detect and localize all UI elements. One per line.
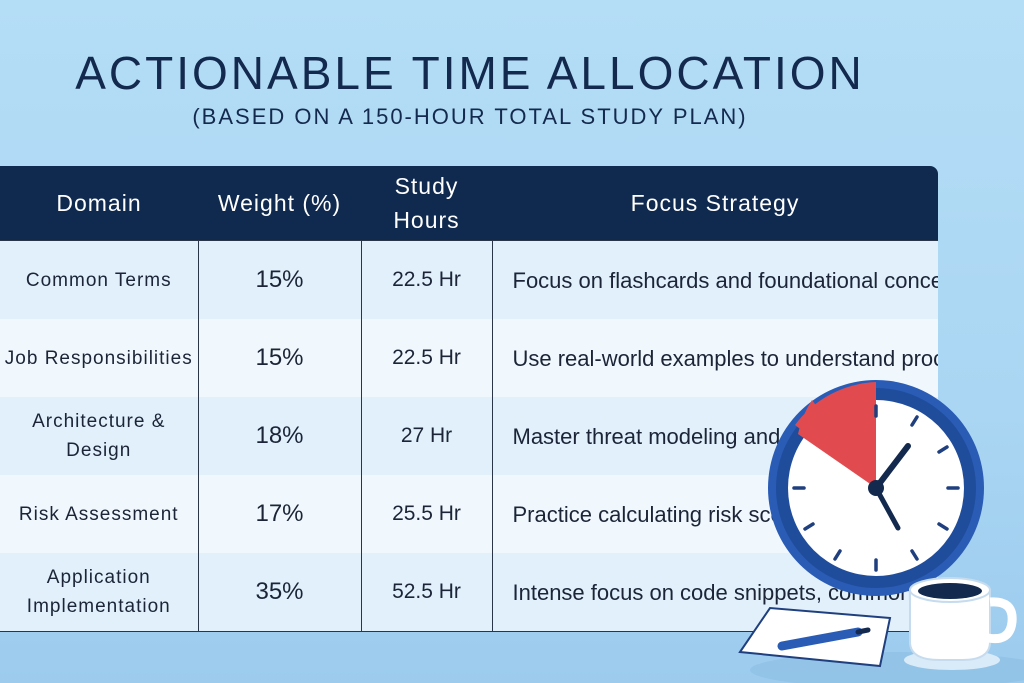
weight-cell: 35%	[198, 553, 362, 632]
column-header-domain: Domain	[0, 166, 198, 241]
focus-cell: Use real-world examples to understand pr…	[512, 345, 939, 371]
hours-cell: 22.5 Hr	[361, 240, 493, 319]
domain-cell: Risk Assessment	[0, 475, 199, 553]
domain-cell: Application Implementation	[0, 553, 199, 632]
weight-cell: 15%	[198, 319, 362, 397]
allocation-table-container: Domain Weight (%) Study Hours Focus Stra…	[0, 166, 938, 636]
column-header-focus: Focus Strategy	[492, 166, 938, 241]
page-subtitle: (BASED ON A 150-HOUR TOTAL STUDY PLAN)	[192, 104, 748, 129]
domain-cell: Architecture & Design	[0, 397, 199, 475]
domain-cell: Job Responsibilities	[0, 319, 199, 397]
pen-icon	[777, 627, 871, 651]
allocation-table: Domain Weight (%) Study Hours Focus Stra…	[0, 166, 938, 632]
table-header-row: Domain Weight (%) Study Hours Focus Stra…	[0, 166, 938, 241]
weight-cell: 17%	[198, 475, 362, 553]
weight-cell: 15%	[198, 240, 362, 319]
focus-cell: Focus on flashcards and foundational con…	[492, 240, 938, 319]
domain-cell: Common Terms	[0, 240, 199, 319]
clock-icon	[768, 380, 984, 596]
table-row: Job Responsibilities 15% 22.5 Hr Use rea…	[0, 319, 938, 397]
column-header-weight: Weight (%)	[198, 166, 361, 241]
clock-illustration	[738, 380, 1024, 683]
hours-cell: 52.5 Hr	[361, 553, 493, 632]
hours-cell: 22.5 Hr	[361, 319, 493, 397]
column-header-hours: Study Hours	[361, 166, 492, 241]
weight-cell: 18%	[198, 397, 362, 475]
page-title: ACTIONABLE TIME ALLOCATION	[75, 47, 865, 99]
coffee-cup-icon	[904, 577, 1017, 670]
hours-cell: 27 Hr	[361, 397, 493, 475]
table-row: Common Terms 15% 22.5 Hr Focus on flashc…	[0, 240, 938, 319]
hours-cell: 25.5 Hr	[361, 475, 493, 553]
